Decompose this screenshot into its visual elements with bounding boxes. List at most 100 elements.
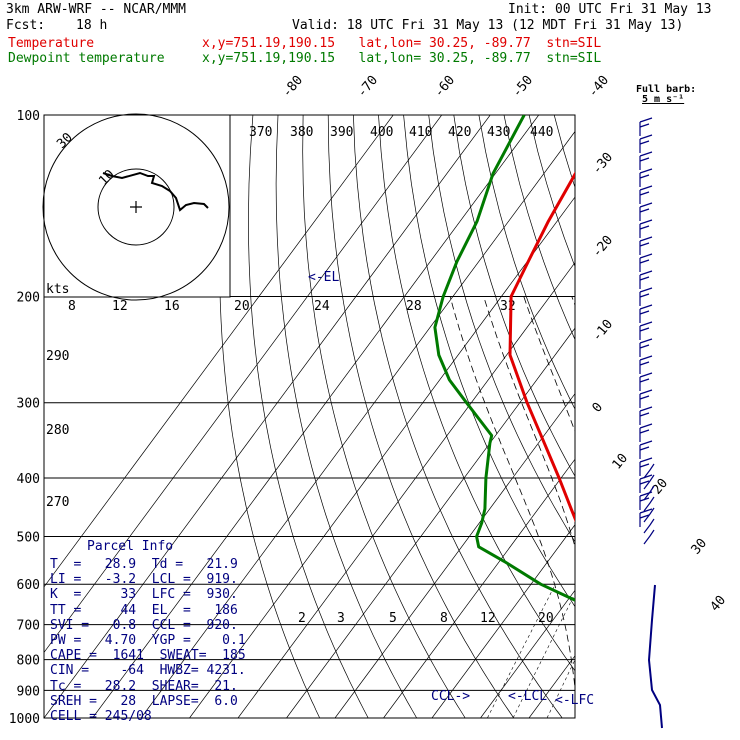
pressure-label: 400 — [17, 472, 40, 487]
isotherm-line — [431, 524, 575, 718]
wind-barb — [639, 219, 653, 238]
isotherm-line — [44, 115, 443, 654]
hodograph-ring-inner — [97, 168, 175, 246]
dry-adiabat — [403, 115, 575, 608]
hodograph-speed-tick: 12 — [112, 299, 128, 314]
wind-barb — [639, 304, 653, 323]
wind-barb — [643, 507, 655, 523]
dry-adiabat — [503, 115, 575, 341]
isotherm-label: 30 — [689, 536, 711, 558]
pressure-label: 600 — [17, 578, 40, 593]
moist-adiabat — [675, 297, 708, 719]
dry-adiabat — [219, 115, 321, 718]
mixing-ratio-label: 20 — [538, 611, 554, 626]
isotherm-line — [140, 130, 575, 718]
isotherm-line — [383, 458, 575, 718]
wind-barb — [639, 338, 653, 357]
valid-time: Valid: 18 UTC Fri 31 May 13 (12 MDT Fri … — [292, 18, 684, 33]
isotherm-line — [528, 655, 575, 718]
hodograph-speed-tick: 28 — [406, 299, 422, 314]
isotherm-label: -10 — [590, 317, 617, 345]
wind-barb — [643, 518, 655, 534]
wind-barb — [639, 508, 653, 527]
wind-barb — [643, 529, 655, 545]
parcel-info-row: SVI = 0.8 CCL = 920. — [50, 617, 238, 633]
legend-temperature-label: Temperature — [8, 36, 95, 51]
dry-adiabat — [302, 115, 466, 718]
isotherm-label: -30 — [590, 150, 617, 178]
theta-label: 440 — [530, 125, 553, 140]
pressure-label: 800 — [17, 654, 40, 669]
wind-barb — [639, 372, 653, 391]
pressure-label: 1000 — [9, 712, 40, 727]
isotherm-label: -50 — [510, 73, 537, 101]
wind-barb — [639, 151, 653, 170]
isotherm-line — [44, 115, 394, 588]
dry-adiabat — [553, 115, 575, 189]
wind-barb — [639, 117, 653, 136]
hodograph-speed-tick: 20 — [234, 299, 250, 314]
mixing-ratio-line — [546, 659, 575, 718]
parcel-info-row: CAPE = 1641 SWEAT= 185 — [50, 648, 246, 664]
dry-adiabat — [428, 115, 575, 543]
pressure-label: 100 — [17, 109, 40, 124]
hodograph-units: kts — [46, 282, 69, 297]
isotherm-line — [237, 262, 575, 718]
dry-adiabat — [248, 115, 369, 718]
moist-adiabat — [694, 297, 740, 719]
isotherm-line — [480, 589, 575, 718]
pressure-label: 700 — [17, 619, 40, 634]
dry-adiabat — [680, 115, 740, 718]
level-marker: <-EL — [308, 270, 339, 285]
level-marker: <-LFC — [555, 693, 594, 708]
model-title: 3km ARW-WRF -- NCAR/MMM — [6, 2, 187, 17]
mixing-ratio-label: 2 — [298, 611, 306, 626]
parcel-info-row: CIN = -64 HWBZ= 4231. — [50, 663, 246, 679]
mixing-ratio-label: 3 — [337, 611, 345, 626]
theta-label: 380 — [290, 125, 313, 140]
wind-key-title: Full barb: — [636, 84, 697, 95]
wind-barb — [639, 253, 653, 272]
isotherm-label: -70 — [355, 73, 382, 101]
moist-adiabat — [483, 296, 575, 549]
theta-label: 410 — [409, 125, 432, 140]
parcel-info-row: CELL = 245/08 — [50, 709, 152, 724]
mixing-ratio-label: 8 — [440, 611, 448, 626]
moist-adiabat — [571, 296, 575, 307]
isotherm-line — [92, 115, 540, 718]
mixing-ratio-label: 5 — [389, 611, 397, 626]
wind-profile — [647, 584, 663, 729]
wind-barb — [643, 463, 655, 479]
skewt-grid — [44, 115, 740, 719]
wind-key-value: 5 m s⁻¹ — [642, 94, 685, 105]
parcel-info-row: TT = 44 EL = 186 — [50, 602, 238, 618]
theta-label: 370 — [249, 125, 272, 140]
hodograph-speed-tick: 32 — [500, 299, 516, 314]
dry-adiabat — [453, 115, 575, 477]
mixing-ratio-line — [487, 584, 556, 718]
dry-adiabat — [604, 115, 740, 718]
level-marker: <-LCL — [508, 689, 547, 704]
dry-adiabat — [275, 115, 418, 718]
isotherm-label: -20 — [590, 233, 617, 261]
mixing-ratio-line — [610, 584, 671, 718]
hodograph-frame — [43, 114, 231, 298]
theta-label: 400 — [370, 125, 393, 140]
pressure-label: 900 — [17, 684, 40, 699]
hodograph-trace — [102, 171, 209, 212]
pressure-label: 500 — [17, 530, 40, 545]
isotherm-label: -60 — [432, 73, 459, 101]
parcel-info-row: PW = 4.70 YGP = 0.1 — [50, 633, 246, 648]
wind-barb — [639, 457, 653, 476]
dry-adiabat — [730, 115, 740, 718]
hodograph-speed-tick: 8 — [68, 299, 76, 314]
parcel-info-row: SREH = 28 LAPSE= 6.0 — [50, 693, 238, 709]
wind-barb — [639, 287, 653, 306]
mixing-ratio-line — [512, 592, 575, 718]
wind-barb — [639, 202, 653, 221]
wind-barb — [639, 406, 653, 425]
dry-adiabat — [655, 115, 740, 718]
theta-label: 430 — [487, 125, 510, 140]
moist-adiabat — [449, 296, 575, 692]
